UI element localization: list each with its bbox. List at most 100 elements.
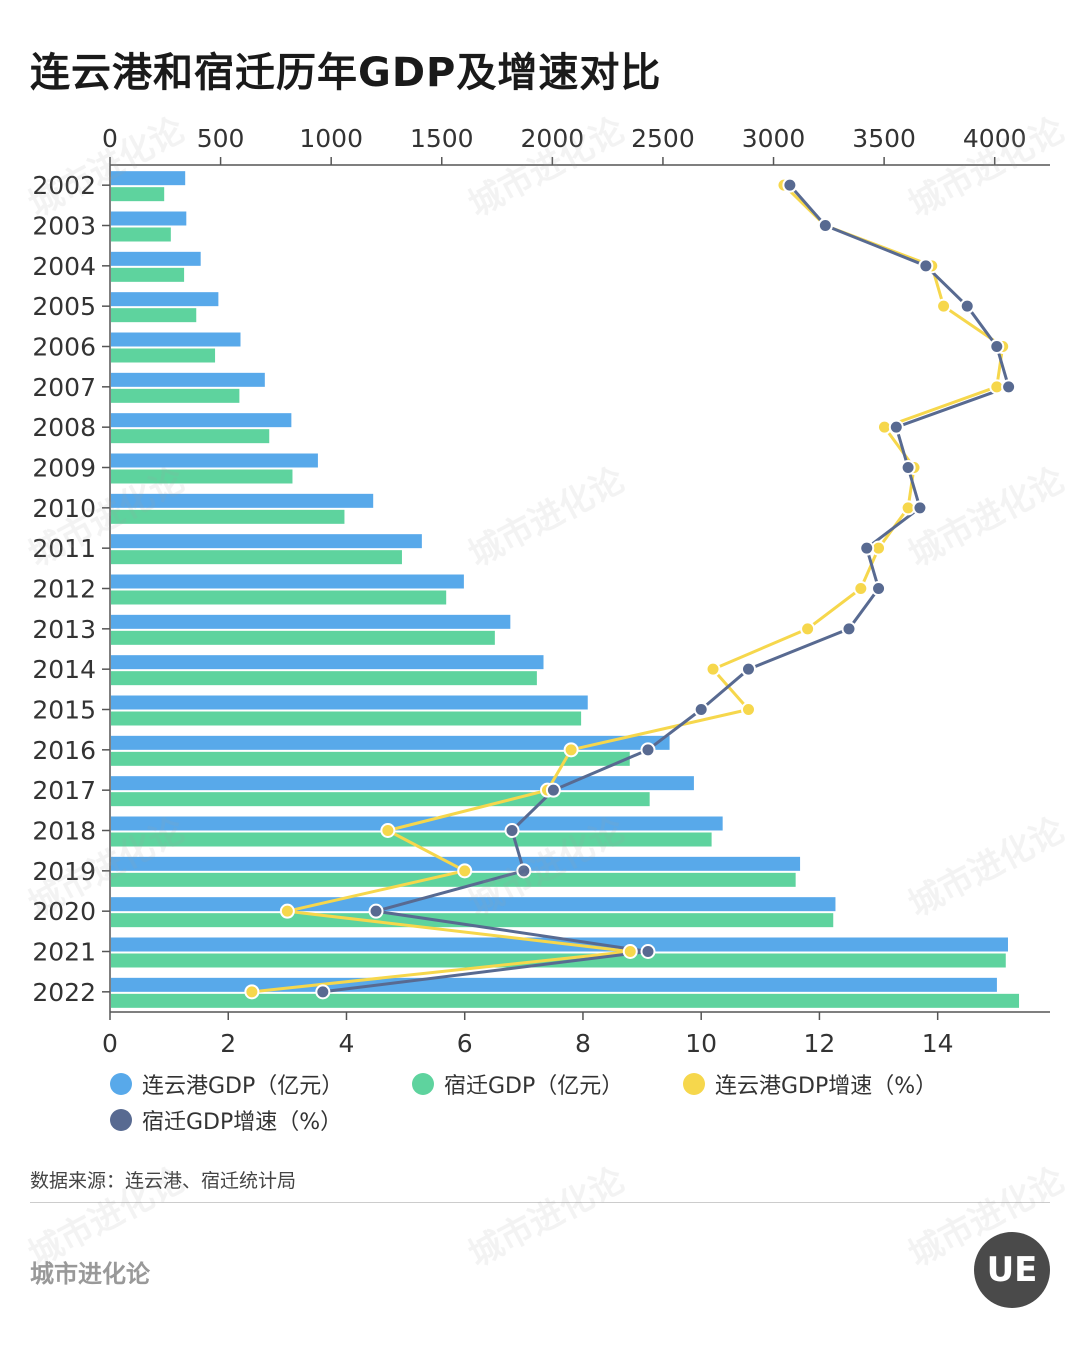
- bar-sq-gdp: [111, 630, 495, 645]
- bar-sq-gdp: [111, 308, 197, 323]
- gdp-axis-tick-label: 1500: [410, 124, 474, 153]
- watermark: 城市进化论: [462, 1160, 632, 1276]
- point-sq-growth: [1001, 379, 1017, 395]
- growth-axis-tick-label: 0: [102, 1029, 118, 1058]
- point-sq-growth: [900, 460, 916, 475]
- point-sq-growth: [782, 177, 798, 193]
- point-sq-growth: [912, 500, 928, 516]
- bar-lyg-gdp: [111, 453, 318, 468]
- growth-axis-tick-label: 2: [220, 1029, 236, 1058]
- point-lyg-growth: [563, 742, 579, 758]
- source-note: 数据来源：连云港、宿迁统计局: [30, 1170, 297, 1192]
- category-label: 2022: [32, 978, 96, 1007]
- point-sq-growth: [693, 702, 709, 717]
- bar-sq-gdp: [111, 671, 537, 686]
- legend-label-lyg-gdp: 连云港GDP（亿元）: [142, 1074, 344, 1099]
- bar-sq-gdp: [111, 590, 447, 605]
- bar-sq-gdp: [111, 832, 712, 847]
- point-lyg-growth: [740, 702, 756, 717]
- bar-lyg-gdp: [111, 493, 374, 508]
- bar-sq-gdp: [111, 993, 1020, 1008]
- legend-item-sq-gdp[interactable]: 宿迁GDP（亿元）: [412, 1068, 623, 1100]
- category-label: 2016: [32, 736, 96, 765]
- bar-sq-gdp: [111, 550, 402, 565]
- bar-sq-gdp: [111, 388, 240, 403]
- point-sq-growth: [841, 621, 857, 637]
- legend-swatch-sq-growth: [110, 1109, 132, 1131]
- bar-sq-gdp: [111, 187, 165, 202]
- bar-lyg-gdp: [111, 856, 801, 871]
- bar-sq-gdp: [111, 509, 345, 524]
- brand-logo: UE: [974, 1232, 1050, 1308]
- gdp-axis-tick-label: 500: [197, 124, 245, 153]
- gdp-axis-tick-label: 2000: [521, 124, 585, 153]
- legend-label-lyg-growth: 连云港GDP增速（%）: [715, 1074, 938, 1099]
- point-lyg-growth: [380, 823, 396, 838]
- bar-lyg-gdp: [111, 413, 292, 428]
- chart-canvas: 0 500 1000 1500 2000 2500 3000 3500 4000 0 2 4 6 8 10 1…: [32, 124, 1050, 1058]
- category-label: 2009: [32, 454, 96, 483]
- logo-text: UE: [986, 1250, 1038, 1290]
- point-lyg-growth: [622, 944, 638, 959]
- point-sq-growth: [368, 903, 384, 919]
- category-label: 2003: [32, 212, 96, 241]
- bar-lyg-gdp: [111, 372, 265, 387]
- divider: [30, 1202, 1050, 1203]
- point-lyg-growth: [457, 863, 473, 879]
- bar-lyg-gdp: [111, 695, 588, 710]
- point-lyg-growth: [244, 984, 260, 1000]
- legend-item-lyg-gdp[interactable]: 连云港GDP（亿元）: [110, 1068, 343, 1100]
- point-sq-growth: [516, 863, 532, 879]
- gdp-axis-tick-label: 3000: [742, 124, 806, 153]
- point-sq-growth: [545, 782, 561, 798]
- growth-axis-tick-label: 14: [922, 1029, 954, 1058]
- bar-lyg-gdp: [111, 977, 997, 992]
- gdp-axis-tick-label: 3500: [852, 124, 916, 153]
- point-sq-growth: [640, 742, 656, 758]
- category-label: 2011: [32, 534, 96, 563]
- category-label: 2015: [32, 696, 96, 725]
- bar-sq-gdp: [111, 227, 171, 242]
- bar-sq-gdp: [111, 792, 650, 807]
- category-label: 2002: [32, 171, 96, 200]
- point-lyg-growth: [853, 581, 869, 596]
- bar-sq-gdp: [111, 267, 185, 282]
- category-label: 2019: [32, 857, 96, 886]
- gdp-axis-tick-label: 4000: [963, 124, 1027, 153]
- legend-swatch-lyg-growth: [683, 1073, 705, 1095]
- category-label: 2013: [32, 615, 96, 644]
- category-label: 2008: [32, 413, 96, 442]
- bar-sq-gdp: [111, 711, 582, 726]
- category-label: 2018: [32, 817, 96, 846]
- gdp-axis-tick-label: 1000: [299, 124, 363, 153]
- bar-lyg-gdp: [111, 735, 670, 750]
- category-label: 2004: [32, 252, 96, 281]
- category-label: 2012: [32, 575, 96, 604]
- bar-lyg-gdp: [111, 655, 544, 670]
- growth-axis-tick-label: 8: [575, 1029, 591, 1058]
- legend-item-lyg-growth[interactable]: 连云港GDP增速（%）: [683, 1068, 937, 1100]
- category-label: 2006: [32, 333, 96, 362]
- point-sq-growth: [871, 581, 887, 596]
- category-label: 2020: [32, 897, 96, 926]
- bar-sq-gdp: [111, 872, 796, 887]
- growth-axis-tick-label: 10: [685, 1029, 717, 1058]
- point-sq-growth: [918, 258, 934, 274]
- legend-item-sq-growth[interactable]: 宿迁GDP增速（%）: [110, 1104, 342, 1136]
- bar-lyg-gdp: [111, 534, 422, 549]
- bar-lyg-gdp: [111, 776, 694, 791]
- legend-label-sq-growth: 宿迁GDP增速（%）: [142, 1110, 343, 1135]
- bar-lyg-gdp: [111, 292, 219, 307]
- bar-lyg-gdp: [111, 614, 511, 629]
- legend-label-sq-gdp: 宿迁GDP（亿元）: [444, 1074, 624, 1099]
- bar-lyg-gdp: [111, 574, 464, 589]
- category-label: 2010: [32, 494, 96, 523]
- point-sq-growth: [740, 661, 756, 677]
- bar-lyg-gdp: [111, 211, 187, 226]
- bar-lyg-gdp: [111, 897, 836, 912]
- bar-sq-gdp: [111, 469, 293, 484]
- point-sq-growth: [315, 984, 331, 1000]
- growth-axis-tick-label: 6: [457, 1029, 473, 1058]
- bar-lyg-gdp: [111, 171, 186, 186]
- brand-name: 城市进化论: [30, 1260, 150, 1288]
